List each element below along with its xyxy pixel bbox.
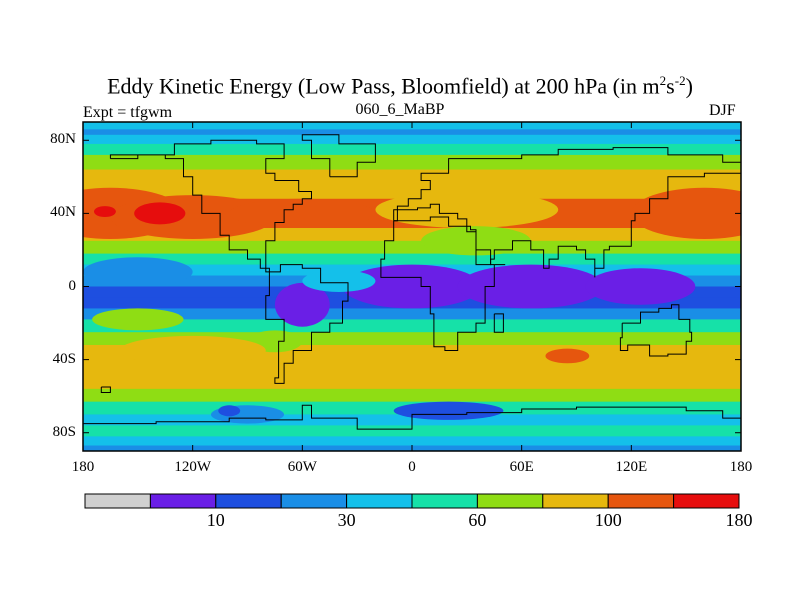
field-band	[83, 374, 741, 390]
coastline	[619, 304, 693, 357]
x-tick-label: 180	[71, 459, 95, 475]
colorbar-label: 60	[468, 510, 487, 530]
field-contour	[83, 257, 193, 287]
colorbar-swatch	[280, 493, 348, 509]
field-contour	[119, 335, 266, 366]
chart-title: Eddy Kinetic Energy (Low Pass, Bloomfiel…	[107, 73, 693, 99]
field-contour	[585, 268, 696, 305]
field-band	[83, 169, 741, 185]
y-tick-label: 40N	[50, 204, 76, 221]
colorbar-label: 180	[725, 510, 753, 530]
field-band	[83, 388, 741, 403]
field-contour	[229, 198, 376, 229]
experiment-label: Expt = tfgwm	[83, 104, 173, 121]
colorbar-swatch	[607, 493, 675, 509]
colorbar-label: 30	[337, 510, 356, 530]
colorbar-swatch	[673, 493, 740, 509]
coastline	[380, 216, 506, 351]
field-contour	[93, 206, 116, 218]
coastline	[100, 386, 111, 393]
x-tick-label: 120E	[615, 459, 648, 475]
y-tick-label: 80S	[52, 423, 76, 440]
field-band	[83, 129, 741, 136]
field-contour	[375, 191, 559, 229]
coastline	[109, 139, 312, 273]
x-tick-label: 180	[729, 459, 753, 475]
colorbar-label: 10	[206, 510, 225, 530]
field-band	[83, 319, 741, 333]
field-band	[83, 425, 741, 437]
field-band	[83, 436, 741, 447]
field-contour	[342, 264, 482, 309]
y-tick-label: 80N	[50, 131, 76, 148]
x-tick-label: 120W	[174, 459, 211, 475]
field-band	[83, 308, 741, 320]
field-contour	[218, 405, 241, 417]
field-band	[83, 154, 741, 171]
field-contour	[631, 187, 741, 239]
colorbar-swatch	[215, 493, 282, 509]
x-tick-label: 0	[408, 459, 416, 475]
field-band	[83, 184, 741, 200]
case-label: 060_6_MaBP	[355, 101, 445, 118]
colorbar-swatch	[346, 493, 413, 509]
coastline	[493, 313, 504, 333]
field-band	[83, 359, 741, 375]
colorbar-swatch	[542, 493, 609, 509]
colorbar-swatch	[411, 493, 478, 509]
field-layer	[83, 122, 741, 451]
field-band	[83, 253, 741, 266]
field-contour	[274, 282, 330, 327]
colorbar-swatch	[476, 493, 544, 509]
field-contour	[545, 348, 590, 364]
colorbar-swatch	[84, 493, 151, 509]
coastline	[301, 134, 376, 178]
coastline	[83, 404, 741, 430]
y-tick-label: 40S	[52, 350, 76, 367]
field-band	[83, 134, 741, 145]
field-contour	[393, 401, 504, 420]
x-tick-label: 60E	[509, 459, 534, 475]
field-contour	[92, 308, 184, 331]
field-band	[83, 143, 741, 156]
y-tick-label: 0	[68, 277, 77, 294]
colorbar-swatch	[149, 493, 217, 509]
coastline-layer	[83, 134, 741, 430]
colorbar-label: 100	[594, 510, 622, 530]
axis-ticks	[82, 122, 742, 451]
season-label: DJF	[709, 102, 736, 119]
coastline	[265, 264, 349, 384]
coastline	[393, 147, 741, 278]
field-contour	[134, 202, 186, 225]
x-tick-label: 60W	[287, 459, 317, 475]
